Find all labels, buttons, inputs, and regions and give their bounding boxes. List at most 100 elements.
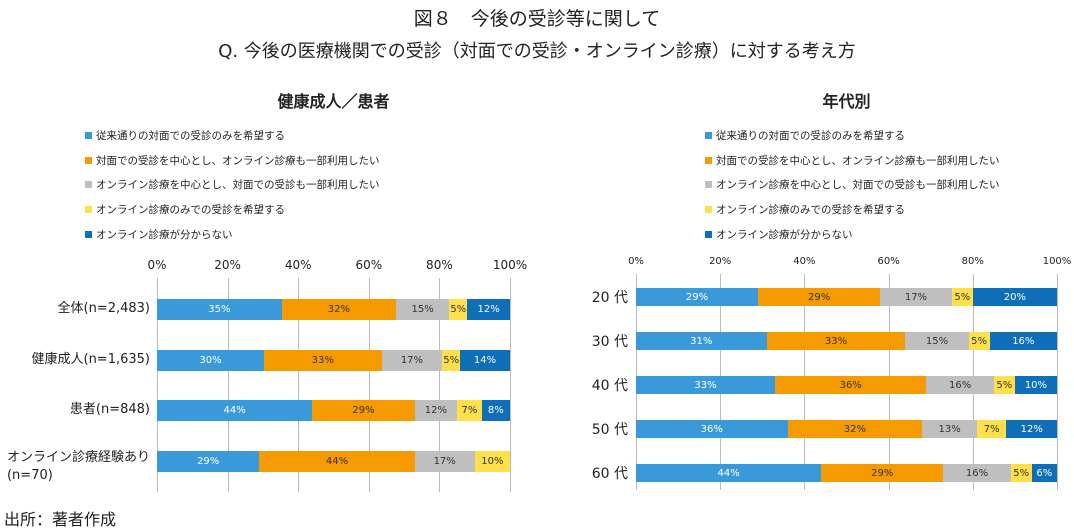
gridline xyxy=(368,278,370,492)
bar-segment: 36% xyxy=(636,420,788,438)
gridline xyxy=(439,278,441,492)
bar-segment: 6% xyxy=(1031,464,1057,482)
bar-segment: 17% xyxy=(880,288,952,306)
bar-segment: 29% xyxy=(312,400,415,421)
legend-label: オンライン診療を中心とし、対面での受診も一部利用したい xyxy=(96,179,380,192)
bar-segment: 44% xyxy=(636,464,822,482)
legend-label: 従来通りの対面での受診のみを希望する xyxy=(716,130,905,142)
x-tick-label: 20% xyxy=(709,256,732,267)
x-tick-label: 100% xyxy=(1042,256,1072,267)
legend-item: オンライン診療のみでの受診を希望する xyxy=(85,202,285,217)
bar-segment: 12% xyxy=(467,299,510,320)
bar-segment: 8% xyxy=(481,400,510,421)
bar-segment: 33% xyxy=(636,376,775,394)
legend-label: 従来通りの対面での受診のみを希望する xyxy=(96,130,285,142)
bar-segment: 35% xyxy=(157,299,282,320)
x-tick-label: 20% xyxy=(214,258,241,272)
x-tick-label: 60% xyxy=(355,258,383,272)
legend-label: オンライン診療が分からない xyxy=(96,228,233,241)
gridline xyxy=(1057,274,1058,490)
gridline xyxy=(510,278,511,492)
legend-label: 対面での受診を中心とし、オンライン診療も一部利用したい xyxy=(716,154,1000,167)
figure-title: 図８ 今後の受診等に関して xyxy=(413,8,661,30)
legend-item: 対面での受診を中心とし、オンライン診療も一部利用したい xyxy=(705,153,1000,168)
bar-segment: 29% xyxy=(758,288,881,306)
x-tick-label: 0% xyxy=(628,256,644,267)
bar-segment: 16% xyxy=(943,464,1011,482)
bar-segment: 5% xyxy=(1010,464,1032,482)
x-tick-label: 80% xyxy=(426,258,453,272)
legend-swatch xyxy=(705,230,712,238)
bar-segment: 5% xyxy=(442,350,461,371)
legend-item: オンライン診療が分からない xyxy=(705,227,853,242)
legend-swatch xyxy=(705,156,712,164)
legend-swatch xyxy=(85,206,92,214)
legend-swatch xyxy=(85,230,92,238)
legend-label: 対面での受診を中心とし、オンライン診療も一部利用したい xyxy=(96,154,380,167)
legend-item: 従来通りの対面での受診のみを希望する xyxy=(705,128,905,143)
x-tick-label: 40% xyxy=(284,258,312,272)
bar-segment: 44% xyxy=(157,400,313,421)
legend-label: オンライン診療が分からない xyxy=(716,228,853,241)
category-label: 40 代 xyxy=(591,378,628,394)
bar-segment: 29% xyxy=(821,464,944,482)
bar-segment: 15% xyxy=(905,332,969,350)
category-label: 20 代 xyxy=(591,290,628,306)
bar-segment: 13% xyxy=(922,420,977,438)
bar-segment: 32% xyxy=(787,420,923,438)
source-note: 出所：著者作成 xyxy=(4,510,117,529)
legend-item: オンライン診療のみでの受診を希望する xyxy=(705,202,905,217)
bar-segment: 12% xyxy=(414,400,458,421)
bar-segment: 12% xyxy=(1006,420,1057,438)
legend-item: オンライン診療を中心とし、対面での受診も一部利用したい xyxy=(85,177,380,192)
category-label: オンライン診療経験あり (n=70) xyxy=(6,450,150,483)
bar-segment: 10% xyxy=(474,451,510,472)
category-label: 健康成人(n=1,635) xyxy=(31,352,151,367)
bar-segment: 5% xyxy=(951,288,973,306)
bar-segment: 31% xyxy=(636,332,767,350)
legend-item: 従来通りの対面での受診のみを希望する xyxy=(85,128,285,143)
category-label: 50 代 xyxy=(591,422,628,438)
legend-swatch xyxy=(705,181,712,189)
bar-segment: 29% xyxy=(636,288,759,306)
legend-swatch xyxy=(85,181,92,189)
bar-segment: 36% xyxy=(774,376,927,394)
legend-item: オンライン診療が分からない xyxy=(85,227,233,242)
x-tick-label: 80% xyxy=(961,256,984,267)
left-chart-title: 健康成人／患者 xyxy=(277,92,390,111)
legend-item: 対面での受診を中心とし、オンライン診療も一部利用したい xyxy=(85,153,380,168)
category-label: 患者(n=848) xyxy=(69,402,150,417)
bar-segment: 7% xyxy=(977,420,1007,438)
x-tick-label: 40% xyxy=(793,256,816,267)
bar-segment: 44% xyxy=(259,451,415,472)
legend-swatch xyxy=(705,206,712,214)
category-label: 30 代 xyxy=(591,334,628,350)
bar-segment: 32% xyxy=(281,299,396,320)
legend-item: オンライン診療を中心とし、対面での受診も一部利用したい xyxy=(705,177,1000,192)
legend-label: オンライン診療のみでの受診を希望する xyxy=(716,204,905,217)
bar-segment: 16% xyxy=(989,332,1057,350)
category-label: 60 代 xyxy=(591,466,628,482)
bar-segment: 16% xyxy=(926,376,994,394)
legend-swatch xyxy=(705,132,712,139)
bar-segment: 14% xyxy=(460,350,510,371)
bar-segment: 30% xyxy=(157,350,264,371)
bar-segment: 15% xyxy=(395,299,450,320)
bar-segment: 5% xyxy=(449,299,468,320)
legend-swatch xyxy=(85,156,92,164)
bar-segment: 7% xyxy=(457,400,482,421)
bar-segment: 20% xyxy=(972,288,1057,306)
bar-segment: 33% xyxy=(263,350,382,371)
x-tick-label: 60% xyxy=(877,256,900,267)
legend-label: オンライン診療を中心とし、対面での受診も一部利用したい xyxy=(716,179,1000,192)
bar-segment: 29% xyxy=(157,451,260,472)
figure-subtitle: Q. 今後の医療機関での受診（対面での受診・オンライン診療）に対する考え方 xyxy=(218,41,856,62)
bar-segment: 17% xyxy=(414,451,475,472)
x-tick-label: 0% xyxy=(147,258,167,272)
gridline xyxy=(157,278,158,492)
right-chart-title: 年代別 xyxy=(822,92,871,111)
legend-label: オンライン診療のみでの受診を希望する xyxy=(96,204,285,217)
bar-segment: 5% xyxy=(993,376,1015,394)
bar-segment: 5% xyxy=(968,332,990,350)
gridline xyxy=(298,278,300,492)
